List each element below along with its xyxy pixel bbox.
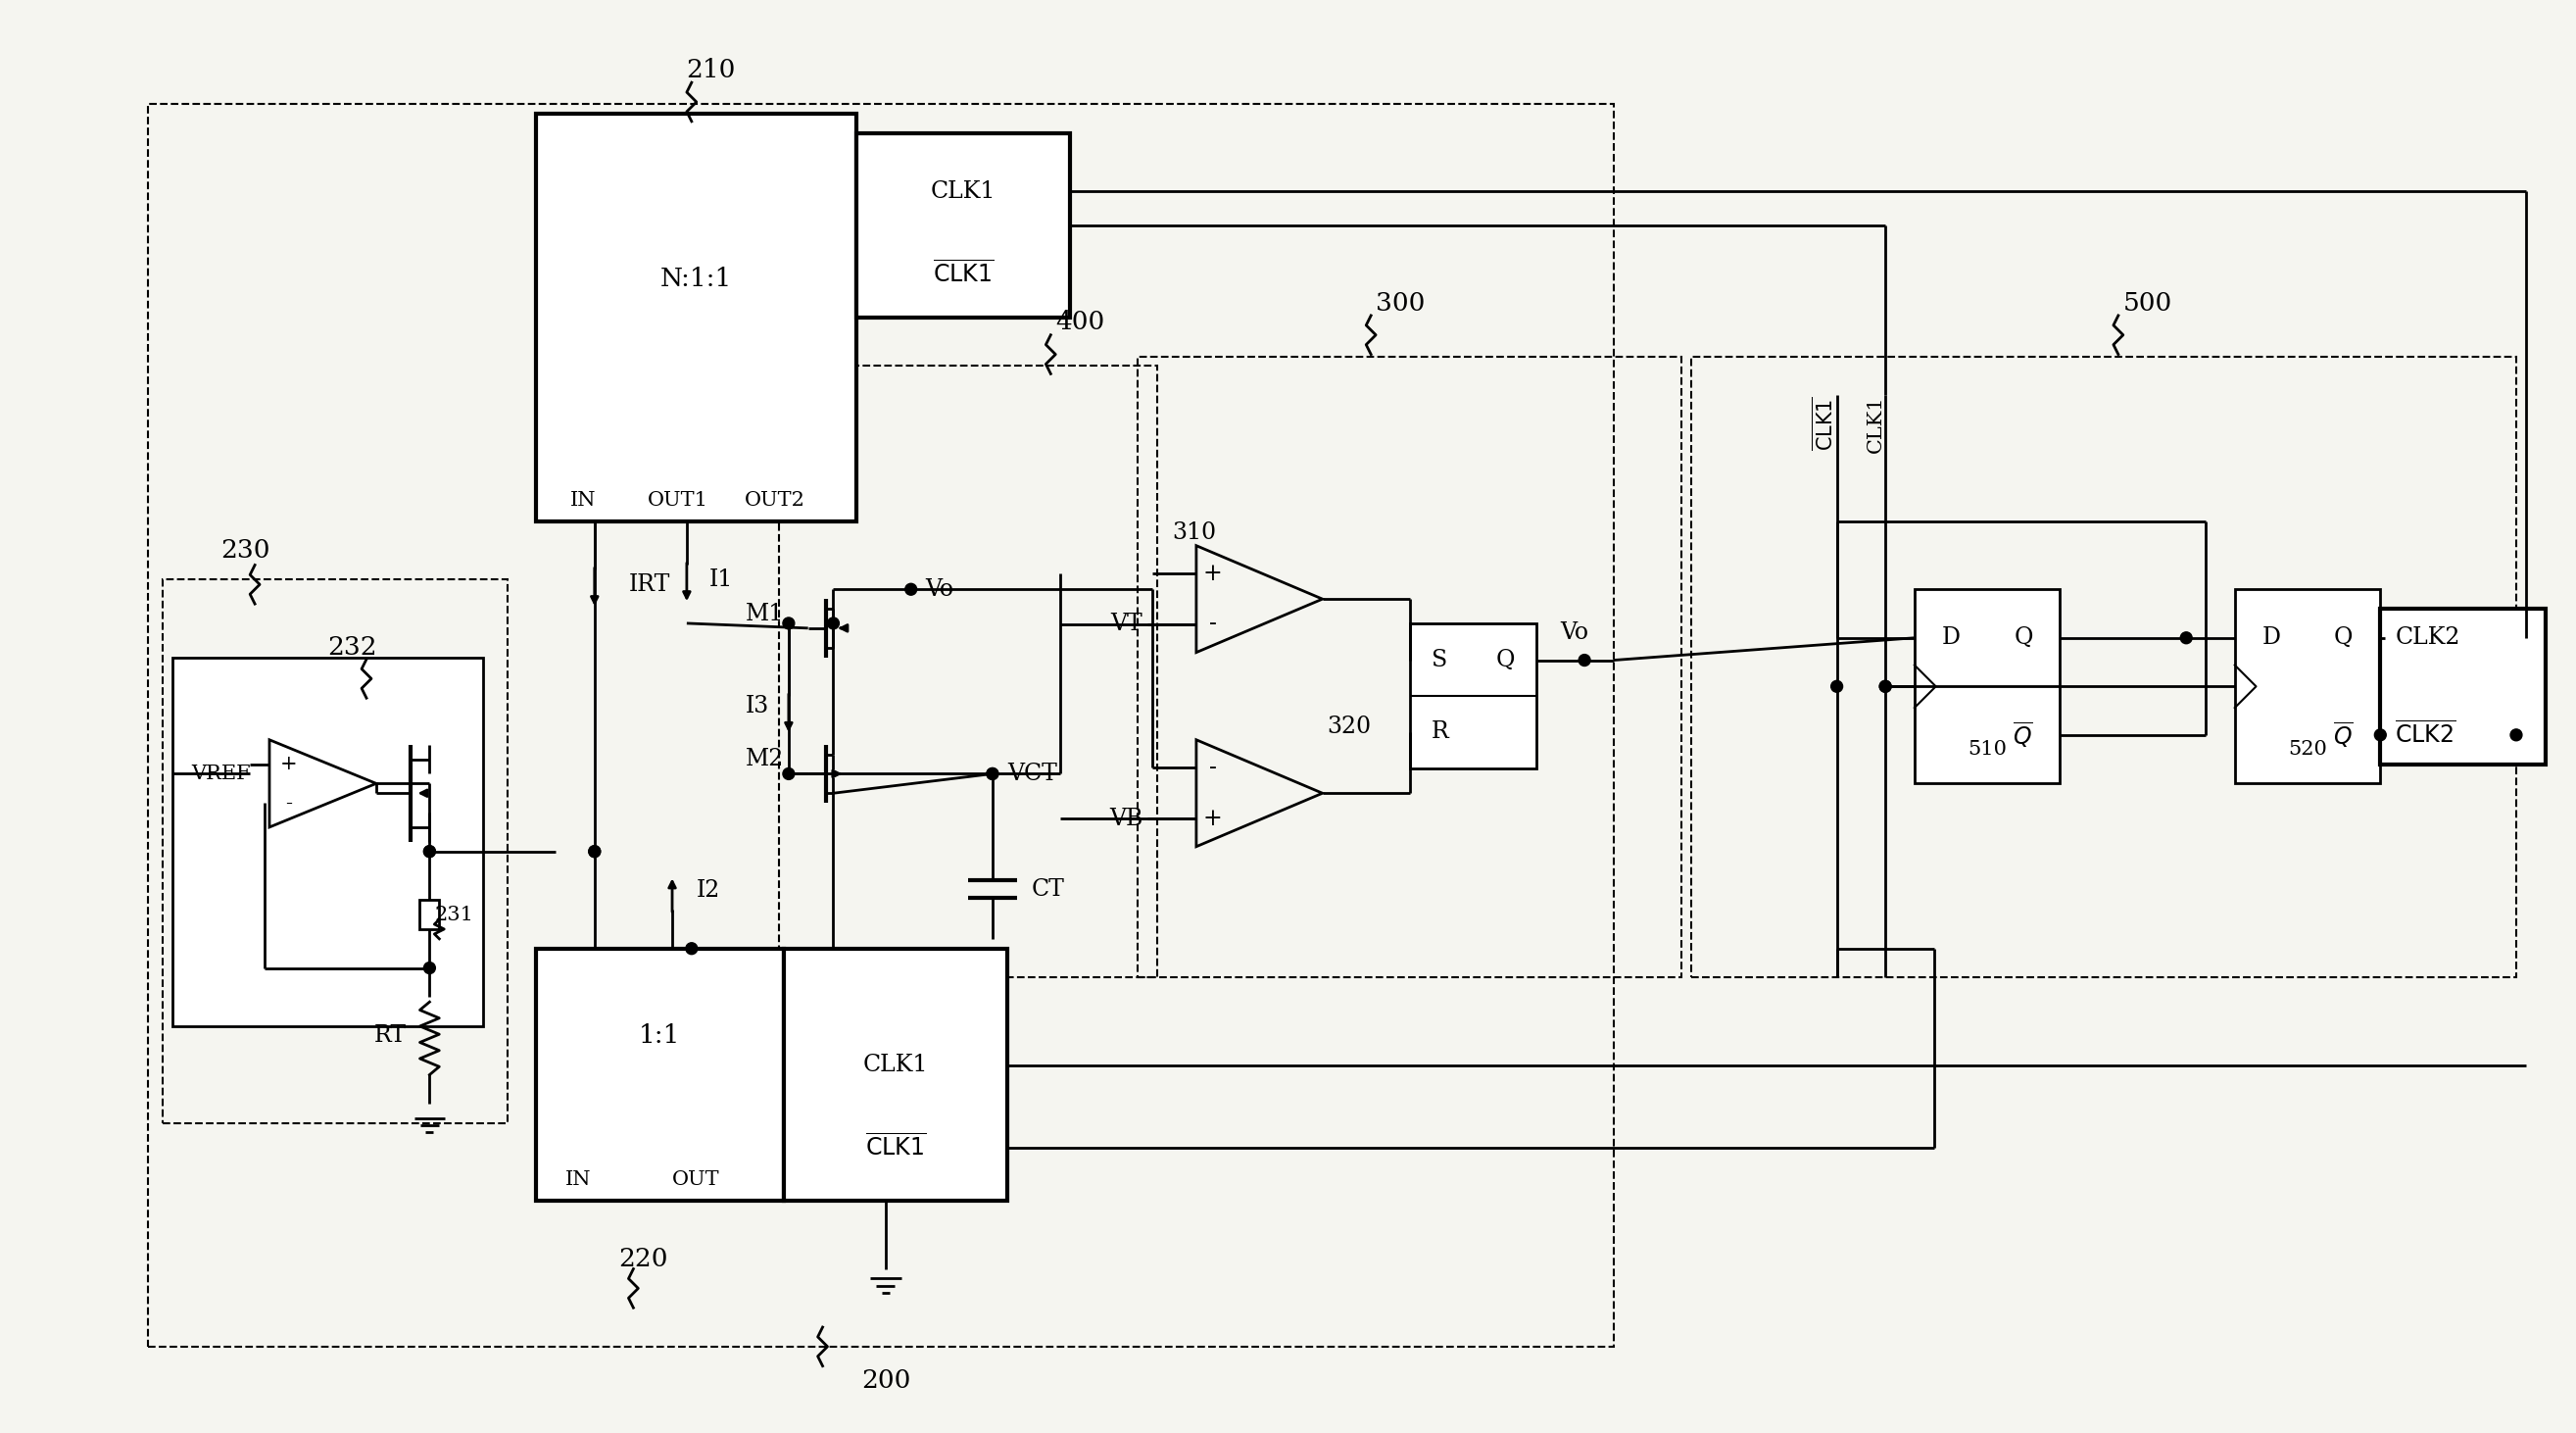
Text: D: D xyxy=(2262,626,2280,649)
Circle shape xyxy=(783,618,793,629)
Text: $\overline{\rm CLK2}$: $\overline{\rm CLK2}$ xyxy=(2396,722,2455,748)
Bar xyxy=(1914,589,2061,784)
Text: CLK2: CLK2 xyxy=(2396,626,2460,649)
Circle shape xyxy=(590,845,600,857)
Text: $\overline{\rm CLK1}$: $\overline{\rm CLK1}$ xyxy=(866,1135,925,1161)
Circle shape xyxy=(2179,632,2192,643)
Circle shape xyxy=(685,943,698,954)
Text: S: S xyxy=(1432,649,1448,672)
Bar xyxy=(858,133,1069,318)
Circle shape xyxy=(827,618,840,629)
Text: Q: Q xyxy=(2334,626,2352,649)
Text: 1:1: 1:1 xyxy=(639,1023,680,1048)
Text: OUT2: OUT2 xyxy=(744,490,806,509)
Bar xyxy=(536,113,858,522)
Text: $\overline{Q}$: $\overline{Q}$ xyxy=(2334,721,2352,749)
Bar xyxy=(1139,357,1682,977)
Text: Vo: Vo xyxy=(1561,622,1589,645)
Text: -: - xyxy=(1208,613,1216,636)
Circle shape xyxy=(904,583,917,595)
Bar xyxy=(420,900,440,929)
Text: 400: 400 xyxy=(1056,310,1105,334)
Text: 220: 220 xyxy=(618,1247,667,1271)
Bar xyxy=(1692,357,2517,977)
Text: I2: I2 xyxy=(696,878,721,901)
Bar xyxy=(162,579,507,1123)
Bar xyxy=(778,365,1157,977)
Text: 310: 310 xyxy=(1172,522,1216,545)
Circle shape xyxy=(783,768,793,780)
Text: R: R xyxy=(1432,721,1448,744)
Text: OUT: OUT xyxy=(672,1171,719,1189)
Text: M1: M1 xyxy=(744,602,783,625)
Bar xyxy=(783,949,1007,1201)
Circle shape xyxy=(422,845,435,857)
Text: $\overline{Q}$: $\overline{Q}$ xyxy=(2012,721,2032,749)
Text: 510: 510 xyxy=(1968,741,2007,759)
Text: -: - xyxy=(286,794,291,813)
Text: N:1:1: N:1:1 xyxy=(659,267,732,291)
Text: +: + xyxy=(281,755,296,774)
Text: $\overline{\rm CLK1}$: $\overline{\rm CLK1}$ xyxy=(933,261,994,287)
Text: 520: 520 xyxy=(2287,741,2326,759)
Text: 210: 210 xyxy=(685,57,737,82)
Text: IN: IN xyxy=(567,1171,592,1189)
Text: $\overline{\rm CLK1}$: $\overline{\rm CLK1}$ xyxy=(1811,397,1837,451)
Text: Q: Q xyxy=(1497,649,1515,672)
Circle shape xyxy=(2512,729,2522,741)
Circle shape xyxy=(1579,655,1589,666)
Circle shape xyxy=(2375,729,2385,741)
Text: -: - xyxy=(1208,757,1216,780)
Circle shape xyxy=(1880,681,1891,692)
Bar xyxy=(173,658,482,1026)
Text: +: + xyxy=(1203,807,1224,830)
Text: 231: 231 xyxy=(435,906,474,924)
Bar xyxy=(2236,589,2380,784)
Text: M2: M2 xyxy=(744,748,783,771)
Circle shape xyxy=(987,768,999,780)
Text: Q: Q xyxy=(2014,626,2032,649)
Text: CLK1: CLK1 xyxy=(863,1053,927,1076)
Circle shape xyxy=(987,768,999,780)
Circle shape xyxy=(1880,681,1891,692)
Text: +: + xyxy=(1203,563,1224,585)
Text: CLK1: CLK1 xyxy=(930,181,997,202)
Text: VREF: VREF xyxy=(191,764,250,782)
Circle shape xyxy=(590,845,600,857)
Text: 320: 320 xyxy=(1327,716,1370,738)
Text: Vo: Vo xyxy=(925,577,953,600)
Circle shape xyxy=(422,845,435,857)
Text: IRT: IRT xyxy=(629,573,670,596)
Bar xyxy=(2380,609,2545,764)
Text: CLK1: CLK1 xyxy=(1868,396,1886,453)
Text: 230: 230 xyxy=(222,539,270,563)
Bar xyxy=(1409,623,1535,770)
Text: I3: I3 xyxy=(744,695,770,716)
Circle shape xyxy=(1832,681,1842,692)
Bar xyxy=(147,103,1613,1347)
Text: D: D xyxy=(1942,626,1960,649)
Text: VB: VB xyxy=(1110,807,1144,830)
Text: 200: 200 xyxy=(860,1369,909,1393)
Text: 300: 300 xyxy=(1376,291,1425,315)
Text: 232: 232 xyxy=(327,635,376,659)
Text: VT: VT xyxy=(1110,613,1144,636)
Circle shape xyxy=(422,962,435,974)
Bar xyxy=(536,949,783,1201)
Text: I1: I1 xyxy=(708,569,734,590)
Text: CT: CT xyxy=(1030,878,1064,900)
Text: VCT: VCT xyxy=(1007,762,1056,785)
Text: OUT1: OUT1 xyxy=(649,490,708,509)
Text: 500: 500 xyxy=(2123,291,2172,315)
Text: IN: IN xyxy=(569,490,595,509)
Text: RT: RT xyxy=(374,1025,407,1048)
